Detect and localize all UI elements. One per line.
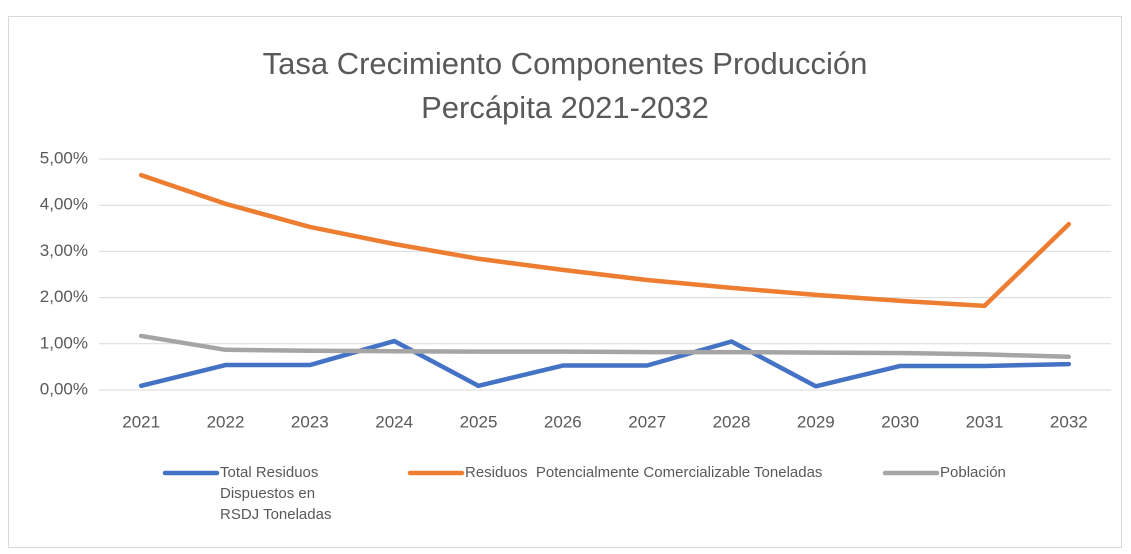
chart-title: Tasa Crecimiento Componentes Producción … [262,46,868,125]
x-tick-label: 2029 [797,412,835,431]
x-tick-label: 2031 [966,412,1004,431]
x-tick-label: 2025 [460,412,498,431]
legend-label: Residuos Potencialmente Comercializable … [465,464,823,481]
line-series [138,333,1072,359]
y-tick-label: 2,00% [40,287,88,306]
y-tick-label: 1,00% [40,333,88,352]
x-tick-label: 2022 [207,412,245,431]
y-tick-label: 3,00% [40,241,88,260]
line-series [138,338,1072,389]
y-tick-label: 4,00% [40,195,88,214]
chart-frame [8,16,1122,548]
line-series [138,172,1072,309]
x-tick-label: 2032 [1050,412,1088,431]
x-tick-label: 2024 [375,412,413,431]
x-tick-label: 2021 [122,412,160,431]
y-tick-label: 5,00% [40,148,88,167]
legend-label: Total Residuos Dispuestos en RSDJ Tonela… [220,464,332,523]
legend-label: Población [940,464,1006,481]
x-tick-label: 2030 [881,412,919,431]
x-tick-label: 2026 [544,412,582,431]
x-tick-label: 2023 [291,412,329,431]
x-tick-label: 2028 [713,412,751,431]
x-tick-label: 2027 [628,412,666,431]
y-tick-label: 0,00% [40,379,88,398]
